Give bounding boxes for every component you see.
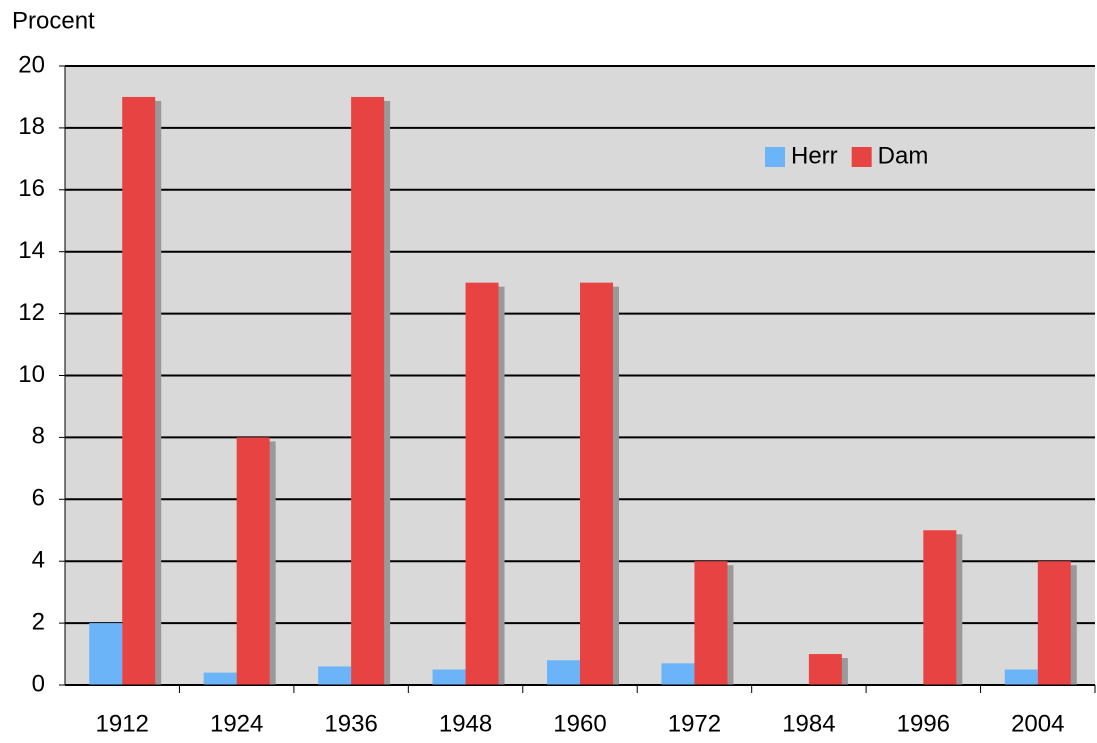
legend-label: Dam	[878, 142, 929, 169]
bar	[89, 623, 123, 685]
bar	[547, 660, 580, 685]
bar	[318, 666, 352, 685]
bar	[1037, 561, 1071, 685]
legend-swatch	[765, 147, 785, 167]
y-tick-label: 2	[32, 608, 45, 635]
y-tick-label: 8	[32, 423, 45, 450]
y-tick-label: 14	[18, 237, 45, 264]
y-tick-label: 0	[32, 670, 45, 697]
bar	[1004, 669, 1038, 685]
legend-swatch	[851, 147, 872, 167]
bar	[808, 654, 842, 685]
y-tick-label: 20	[18, 51, 45, 78]
x-tick-label: 1984	[782, 710, 835, 737]
y-tick-label: 10	[18, 361, 45, 388]
bar	[694, 561, 728, 685]
x-tick-label: 1948	[439, 710, 492, 737]
x-tick-label: 1972	[668, 710, 721, 737]
bar	[580, 282, 613, 685]
bar	[351, 96, 385, 685]
x-tick-label: 1924	[210, 710, 263, 737]
x-tick-label: 1912	[96, 710, 149, 737]
y-tick-label: 12	[18, 299, 45, 326]
y-tick-label: 16	[18, 175, 45, 202]
x-tick-label: 1936	[324, 710, 377, 737]
y-axis-label: Procent	[12, 7, 95, 34]
y-tick-label: 4	[32, 547, 45, 574]
x-tick-label: 2004	[1011, 710, 1064, 737]
bar	[923, 530, 957, 685]
bar	[122, 96, 156, 685]
bar	[465, 282, 499, 685]
y-tick-label: 18	[18, 113, 45, 140]
x-tick-label: 1996	[897, 710, 950, 737]
bar	[203, 672, 237, 685]
bar	[432, 669, 466, 685]
bar	[661, 663, 695, 685]
y-tick-label: 6	[32, 485, 45, 512]
bar	[236, 437, 270, 685]
x-tick-label: 1960	[553, 710, 606, 737]
legend-label: Herr	[791, 142, 838, 169]
